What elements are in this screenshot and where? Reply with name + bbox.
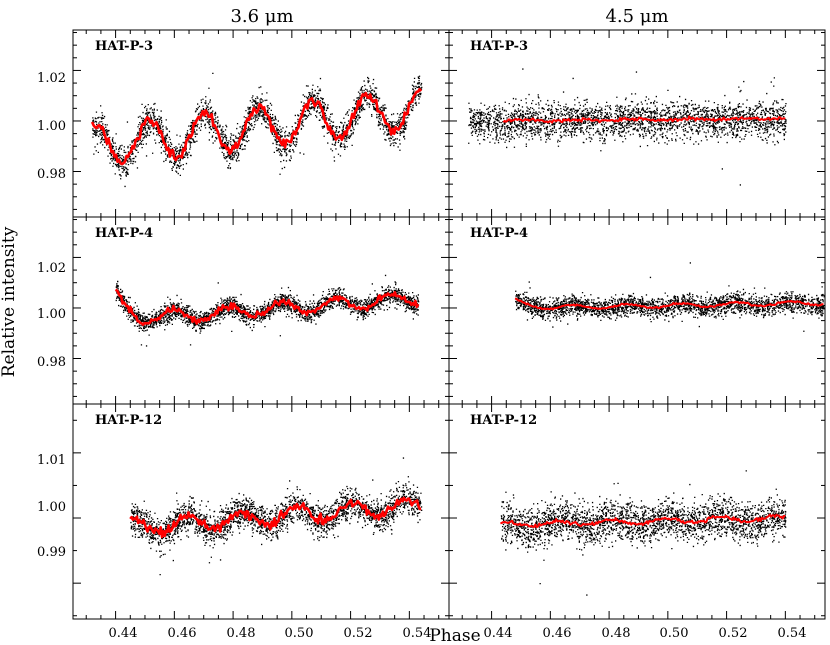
y-tick-label: 1.02 — [37, 71, 66, 86]
binned-curve-hat-p-4-45um — [514, 297, 824, 311]
binned-curve-hat-p-12-45um — [500, 513, 786, 529]
scatter-series-hat-p-12-45um — [500, 470, 787, 596]
tick-marks — [73, 30, 825, 619]
y-tick-label: 1.00 — [37, 500, 66, 515]
label-hat-p-12-left: HAT-P-12 — [95, 413, 162, 428]
x-tick-label: 0.50 — [660, 626, 689, 641]
binned-curves — [90, 87, 824, 539]
binned-curve-hat-p-3-45um — [502, 115, 786, 124]
x-tick-labels: 0.44 0.46 0.48 0.50 0.52 0.54 0.44 0.46 … — [109, 626, 807, 641]
binned-curve-hat-p-4-36um — [114, 288, 420, 326]
scatter-series-hat-p-3-45um — [468, 68, 787, 186]
y-tick-label: 0.99 — [37, 545, 66, 560]
column-title-36: 3.6 μm — [230, 6, 293, 27]
x-tick-label: 0.52 — [344, 626, 373, 641]
label-hat-p-3-right: HAT-P-3 — [470, 39, 528, 54]
x-tick-label: 0.50 — [285, 626, 314, 641]
x-tick-label: 0.54 — [778, 626, 807, 641]
x-tick-label: 0.46 — [543, 626, 572, 641]
panel-frames — [72, 29, 826, 620]
column-title-45: 4.5 μm — [605, 6, 668, 27]
scatter-series-hat-p-12-36um — [130, 457, 423, 576]
x-tick-label: 0.44 — [484, 626, 513, 641]
label-hat-p-3-left: HAT-P-3 — [95, 39, 153, 54]
y-tick-label: 1.01 — [37, 453, 66, 468]
scatter-series-hat-p-4-45um — [515, 262, 825, 332]
y-tick-label: 0.98 — [37, 167, 66, 182]
x-tick-label: 0.52 — [719, 626, 748, 641]
x-axis-title: Phase — [429, 626, 480, 645]
frame-right — [448, 29, 826, 620]
y-tick-label: 1.00 — [37, 119, 66, 134]
x-tick-label: 0.46 — [168, 626, 197, 641]
binned-curve-hat-p-12-36um — [129, 496, 422, 539]
y-tick-label: 1.00 — [37, 307, 66, 322]
x-tick-label: 0.54 — [403, 626, 432, 641]
label-hat-p-4-right: HAT-P-4 — [470, 226, 528, 241]
y-axis-title: Relative intensity — [0, 226, 19, 377]
label-hat-p-12-right: HAT-P-12 — [470, 413, 537, 428]
label-hat-p-4-left: HAT-P-4 — [95, 226, 153, 241]
y-tick-label: 0.98 — [37, 355, 66, 370]
x-tick-label: 0.48 — [602, 626, 631, 641]
x-tick-label: 0.44 — [109, 626, 138, 641]
y-tick-label: 1.02 — [37, 261, 66, 276]
y-tick-labels: 1.02 1.00 0.98 1.02 1.00 0.98 1.01 1.00 … — [37, 71, 66, 560]
binned-curve-hat-p-3-36um — [90, 87, 423, 166]
x-tick-label: 0.48 — [227, 626, 256, 641]
